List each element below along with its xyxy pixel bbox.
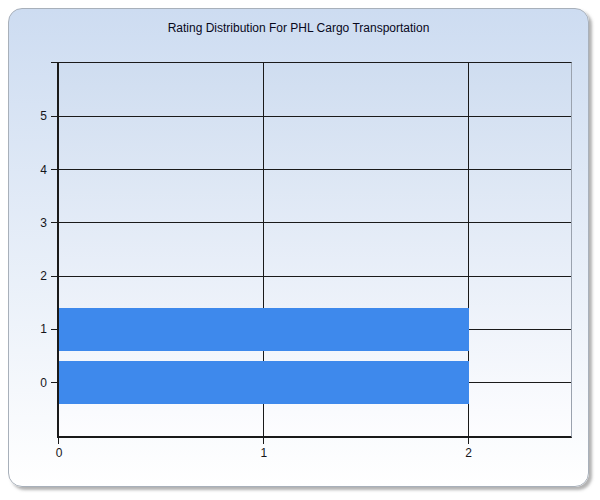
y-tick-label: 5 bbox=[19, 109, 47, 123]
y-gridline bbox=[59, 116, 571, 117]
y-axis-tick bbox=[51, 276, 57, 277]
y-axis-tick bbox=[51, 382, 57, 383]
y-axis-top-tick bbox=[51, 62, 57, 63]
y-gridline bbox=[59, 169, 571, 170]
x-axis-tick bbox=[263, 438, 264, 444]
plot-area bbox=[57, 62, 572, 438]
x-axis-tick bbox=[58, 438, 59, 444]
x-axis-tick bbox=[468, 438, 469, 444]
y-tick-label: 1 bbox=[19, 322, 47, 336]
y-gridline bbox=[59, 276, 571, 277]
y-tick-label: 3 bbox=[19, 216, 47, 230]
x-tick-label: 0 bbox=[44, 446, 74, 460]
y-tick-label: 2 bbox=[19, 269, 47, 283]
chart-title: Rating Distribution For PHL Cargo Transp… bbox=[8, 21, 589, 35]
y-axis-tick bbox=[51, 222, 57, 223]
bar[interactable] bbox=[59, 308, 469, 351]
y-axis-tick bbox=[51, 329, 57, 330]
bar[interactable] bbox=[59, 361, 469, 404]
y-tick-label: 4 bbox=[19, 163, 47, 177]
x-tick-label: 2 bbox=[454, 446, 484, 460]
x-tick-label: 1 bbox=[249, 446, 279, 460]
y-axis-tick bbox=[51, 116, 57, 117]
y-axis-tick bbox=[51, 169, 57, 170]
chart-window: Rating Distribution For PHL Cargo Transp… bbox=[0, 0, 600, 500]
y-tick-label: 0 bbox=[19, 376, 47, 390]
y-gridline bbox=[59, 222, 571, 223]
